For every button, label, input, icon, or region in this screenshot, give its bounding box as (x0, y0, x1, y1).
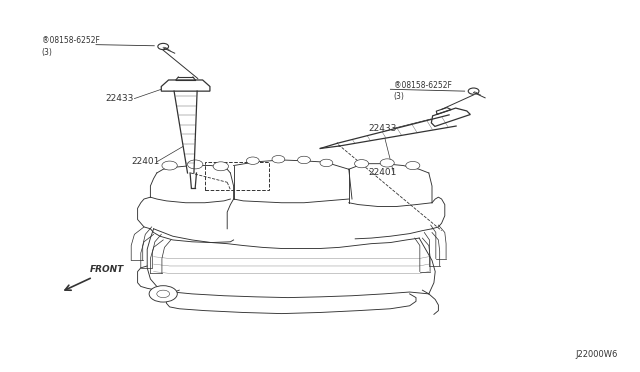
Polygon shape (180, 125, 196, 130)
Circle shape (320, 159, 333, 167)
Polygon shape (353, 138, 363, 143)
Circle shape (157, 290, 170, 298)
Polygon shape (179, 120, 196, 125)
Polygon shape (442, 115, 456, 127)
Polygon shape (175, 101, 196, 106)
Polygon shape (360, 136, 371, 142)
Circle shape (406, 161, 420, 170)
Polygon shape (427, 119, 440, 130)
Polygon shape (185, 158, 195, 163)
Circle shape (272, 155, 285, 163)
Polygon shape (177, 110, 196, 115)
Polygon shape (181, 134, 195, 139)
Polygon shape (390, 128, 401, 137)
Text: J22000W6: J22000W6 (575, 350, 618, 359)
Polygon shape (184, 149, 195, 154)
Text: FRONT: FRONT (90, 265, 124, 274)
Polygon shape (183, 144, 195, 149)
Polygon shape (404, 124, 417, 134)
Circle shape (355, 160, 369, 168)
Polygon shape (345, 140, 355, 145)
Circle shape (162, 161, 177, 170)
Polygon shape (374, 132, 386, 140)
Polygon shape (187, 168, 194, 173)
Text: ®08158-6252F
(3): ®08158-6252F (3) (42, 36, 99, 57)
Circle shape (380, 159, 394, 167)
Circle shape (298, 156, 310, 164)
Circle shape (188, 160, 203, 169)
Polygon shape (175, 96, 197, 101)
Polygon shape (431, 108, 470, 126)
Circle shape (158, 44, 168, 49)
Circle shape (149, 286, 177, 302)
Polygon shape (412, 122, 425, 133)
Text: 22401: 22401 (131, 157, 159, 166)
Text: 22401: 22401 (368, 169, 396, 177)
Circle shape (246, 157, 259, 164)
Polygon shape (367, 134, 378, 141)
Polygon shape (397, 126, 410, 135)
Polygon shape (419, 121, 433, 131)
Polygon shape (174, 91, 197, 96)
Polygon shape (382, 130, 394, 138)
Circle shape (213, 162, 228, 171)
Polygon shape (184, 154, 195, 158)
Polygon shape (177, 106, 196, 110)
Text: 22433: 22433 (368, 124, 396, 133)
Polygon shape (180, 130, 196, 134)
Text: ®08158-6252F
(3): ®08158-6252F (3) (394, 81, 451, 101)
Polygon shape (434, 117, 448, 129)
Polygon shape (182, 139, 195, 144)
Polygon shape (186, 163, 195, 168)
Polygon shape (337, 141, 347, 146)
Bar (205, 162, 269, 190)
Polygon shape (178, 115, 196, 120)
Circle shape (468, 88, 479, 94)
Text: 22433: 22433 (106, 94, 134, 103)
Polygon shape (161, 80, 210, 91)
